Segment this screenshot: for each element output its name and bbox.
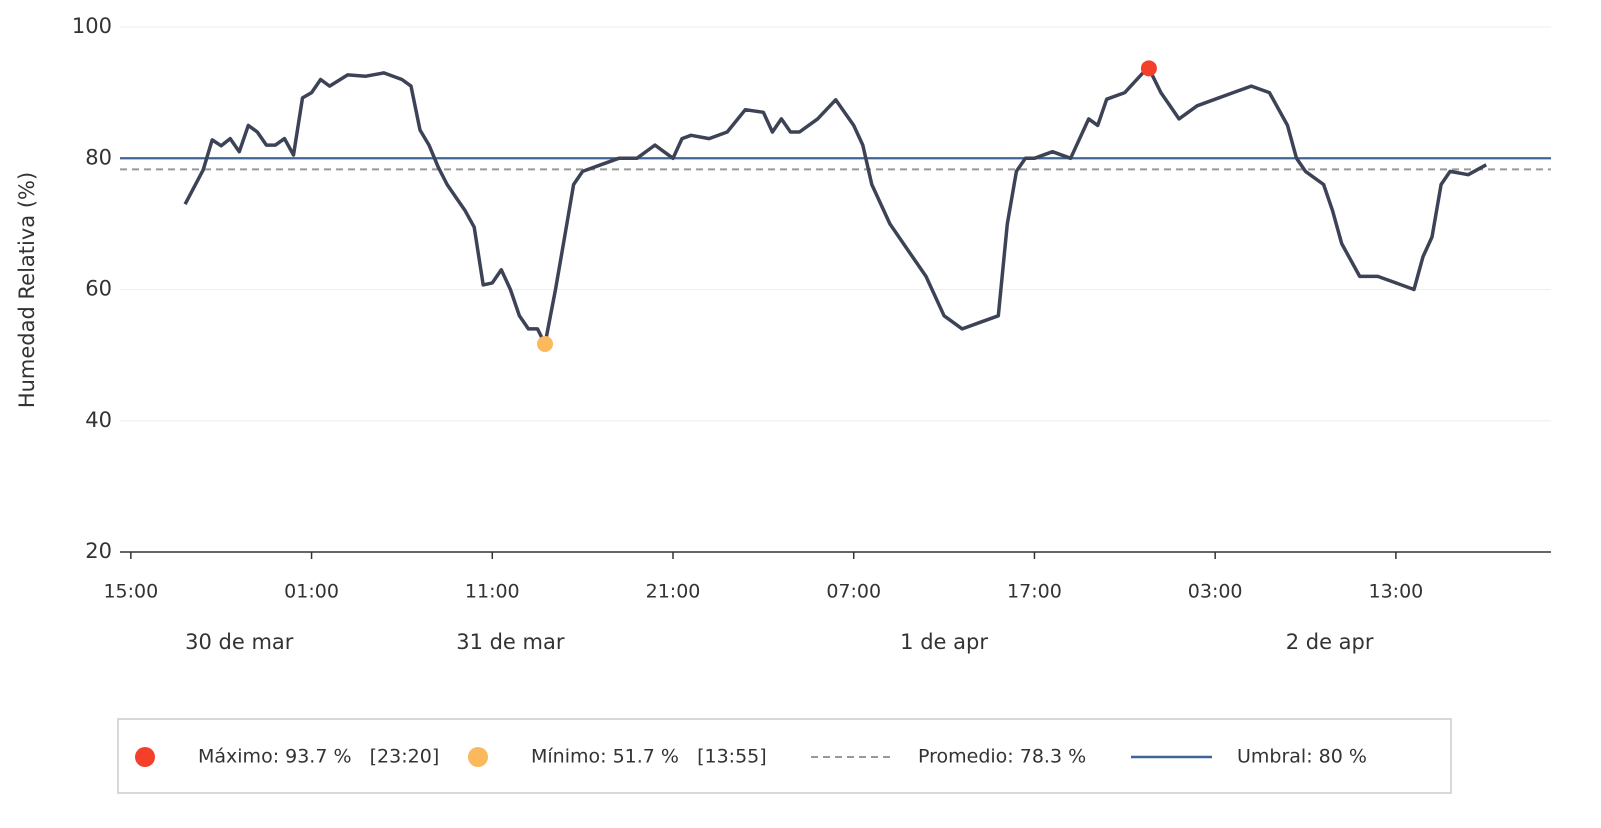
x-tick-label: 13:00 xyxy=(1368,581,1423,603)
legend-max-label: Máximo: 93.7 % [23:20] xyxy=(198,746,439,768)
x-tick-label: 17:00 xyxy=(1007,581,1062,603)
y-axis-label: Humedad Relativa (%) xyxy=(15,172,39,408)
y-tick-label: 20 xyxy=(85,539,112,563)
legend-avg-label: Promedio: 78.3 % xyxy=(918,746,1086,768)
x-tick-label: 01:00 xyxy=(284,581,339,603)
x-tick-label: 15:00 xyxy=(103,581,158,603)
day-label: 2 de apr xyxy=(1286,630,1374,654)
x-tick-label: 07:00 xyxy=(826,581,881,603)
day-label: 31 de mar xyxy=(456,630,565,654)
y-tick-label: 80 xyxy=(85,145,112,169)
humidity-line xyxy=(183,66,1488,346)
legend-max-swatch xyxy=(135,747,155,767)
legend-min-swatch xyxy=(468,747,488,767)
legend-min-label: Mínimo: 51.7 % [13:55] xyxy=(531,746,767,768)
x-tick-label: 21:00 xyxy=(646,581,701,603)
y-tick-label: 40 xyxy=(85,408,112,432)
x-tick-label: 11:00 xyxy=(465,581,520,603)
y-tick-label: 100 xyxy=(72,14,112,38)
legend-box xyxy=(117,718,1452,794)
x-tick-label: 03:00 xyxy=(1188,581,1243,603)
day-label: 30 de mar xyxy=(185,630,294,654)
maximum-marker xyxy=(1140,60,1157,77)
minimum-marker xyxy=(536,335,553,352)
day-label: 1 de apr xyxy=(900,630,988,654)
legend-threshold-label: Umbral: 80 % xyxy=(1237,746,1367,768)
y-tick-label: 60 xyxy=(85,277,112,301)
